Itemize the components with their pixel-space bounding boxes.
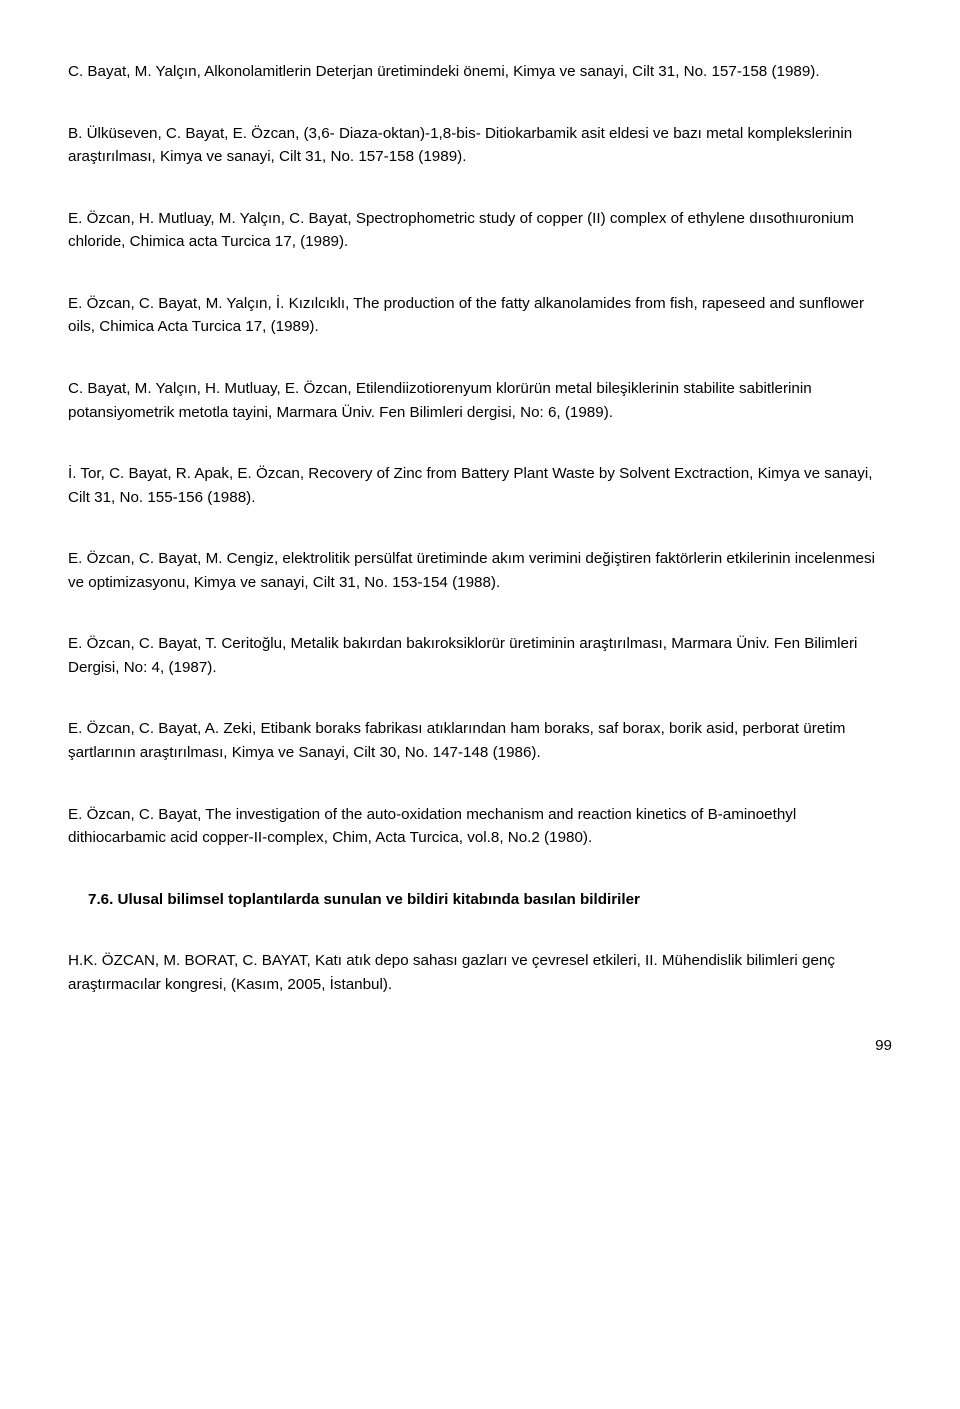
page-number: 99 bbox=[68, 1034, 892, 1058]
reference-item: E. Özcan, C. Bayat, M. Cengiz, elektroli… bbox=[68, 547, 892, 594]
reference-item: E. Özcan, C. Bayat, T. Ceritoğlu, Metali… bbox=[68, 632, 892, 679]
reference-item: H.K. ÖZCAN, M. BORAT, C. BAYAT, Katı atı… bbox=[68, 949, 892, 996]
reference-item: E. Özcan, C. Bayat, The investigation of… bbox=[68, 803, 892, 850]
reference-item: E. Özcan, C. Bayat, M. Yalçın, İ. Kızılc… bbox=[68, 292, 892, 339]
section-heading: 7.6. Ulusal bilimsel toplantılarda sunul… bbox=[88, 888, 892, 912]
reference-item: C. Bayat, M. Yalçın, H. Mutluay, E. Özca… bbox=[68, 377, 892, 424]
reference-item: B. Ülküseven, C. Bayat, E. Özcan, (3,6- … bbox=[68, 122, 892, 169]
reference-item: E. Özcan, C. Bayat, A. Zeki, Etibank bor… bbox=[68, 717, 892, 764]
reference-item: İ. Tor, C. Bayat, R. Apak, E. Özcan, Rec… bbox=[68, 462, 892, 509]
reference-item: C. Bayat, M. Yalçın, Alkonolamitlerin De… bbox=[68, 60, 892, 84]
reference-item: E. Özcan, H. Mutluay, M. Yalçın, C. Baya… bbox=[68, 207, 892, 254]
